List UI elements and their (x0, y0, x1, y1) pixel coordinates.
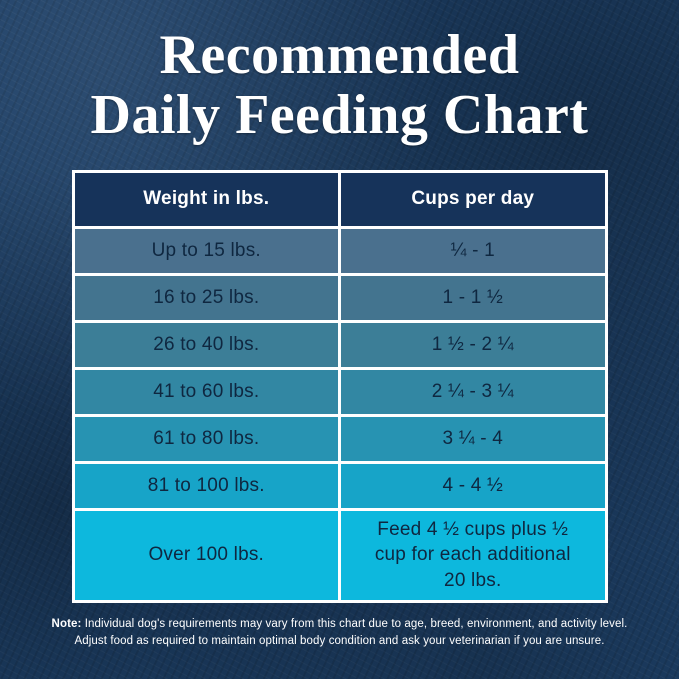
weight-cell: 81 to 100 lbs. (71, 460, 341, 511)
footnote-line2: Adjust food as required to maintain opti… (74, 634, 605, 647)
table-row: 61 to 80 lbs. 3 ¼ - 4 (71, 413, 608, 464)
cups-cell: Feed 4 ½ cups plus ½ cup for each additi… (338, 507, 608, 603)
feeding-table: Weight in lbs. Cups per day Up to 15 lbs… (71, 169, 608, 603)
cups-cell: 4 - 4 ½ (338, 460, 608, 511)
table-header-row: Weight in lbs. Cups per day (71, 169, 608, 229)
table-row: Over 100 lbs. Feed 4 ½ cups plus ½ cup f… (71, 507, 608, 603)
cups-cell: 1 - 1 ½ (338, 272, 608, 323)
page-title-line1: Recommended (159, 24, 520, 86)
weight-cell: Over 100 lbs. (71, 507, 341, 603)
footnote-line1: Individual dog's requirements may vary f… (81, 617, 628, 630)
table-row: 16 to 25 lbs. 1 - 1 ½ (71, 272, 608, 323)
cups-cell: 3 ¼ - 4 (338, 413, 608, 464)
header-cups: Cups per day (338, 169, 608, 229)
table-row: 41 to 60 lbs. 2 ¼ - 3 ¼ (71, 366, 608, 417)
page-title-line2: Daily Feeding Chart (90, 83, 589, 146)
footnote-label: Note: (51, 617, 82, 630)
cups-cell: ¼ - 1 (338, 225, 608, 276)
cups-cell: 2 ¼ - 3 ¼ (338, 366, 608, 417)
page-title: Recommended Daily Feeding Chart (0, 24, 679, 146)
weight-cell: 26 to 40 lbs. (71, 319, 341, 370)
table-row: 81 to 100 lbs. 4 - 4 ½ (71, 460, 608, 511)
header-weight: Weight in lbs. (71, 169, 341, 229)
weight-cell: 61 to 80 lbs. (71, 413, 341, 464)
weight-cell: Up to 15 lbs. (71, 225, 341, 276)
weight-cell: 16 to 25 lbs. (71, 272, 341, 323)
cups-cell: 1 ½ - 2 ¼ (338, 319, 608, 370)
table-row: Up to 15 lbs. ¼ - 1 (71, 225, 608, 276)
weight-cell: 41 to 60 lbs. (71, 366, 341, 417)
table-row: 26 to 40 lbs. 1 ½ - 2 ¼ (71, 319, 608, 370)
footnote: Note: Individual dog's requirements may … (40, 616, 640, 651)
